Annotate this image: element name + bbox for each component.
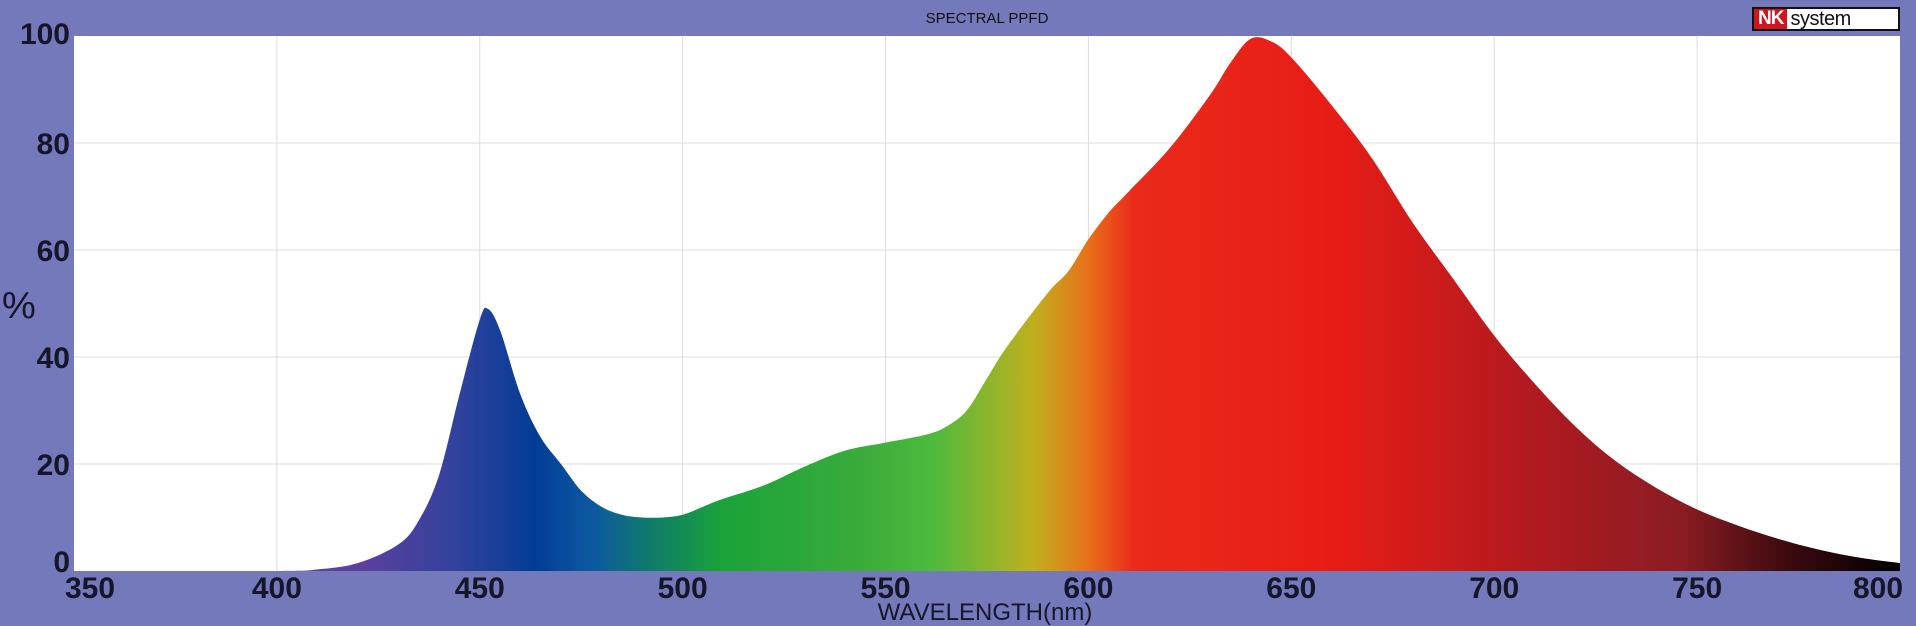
x-tick-label-550: 550	[861, 572, 911, 605]
x-tick-label-600: 600	[1063, 572, 1113, 605]
y-axis-ticks: 0 20 40 60 80 100	[20, 18, 70, 579]
y-tick-label-0: 0	[53, 546, 70, 579]
x-tick-label-800: 800	[1853, 572, 1903, 605]
x-tick-label-500: 500	[658, 572, 708, 605]
nk-system-logo: NK system	[1752, 7, 1900, 31]
y-axis-label: %	[2, 285, 36, 327]
y-tick-label-40: 40	[37, 342, 70, 375]
x-tick-label-350: 350	[65, 572, 115, 605]
x-tick-label-700: 700	[1469, 572, 1519, 605]
series-spectrum-area	[74, 37, 1900, 572]
x-tick-label-400: 400	[252, 572, 302, 605]
x-axis-label: WAVELENGTH(nm)	[878, 599, 1093, 626]
logo-brand: NK	[1754, 9, 1788, 29]
y-tick-label-60: 60	[37, 235, 70, 268]
y-tick-label-80: 80	[37, 128, 70, 161]
logo-suffix: system	[1790, 8, 1851, 30]
x-tick-label-450: 450	[455, 572, 505, 605]
x-axis-ticks: 350 400 450 500 550 600 650 700 750 800	[65, 572, 1903, 605]
y-tick-label-100: 100	[20, 18, 70, 51]
chart-title: SPECTRAL PPFD	[926, 10, 1049, 27]
x-tick-label-750: 750	[1672, 572, 1722, 605]
x-tick-label-650: 650	[1266, 572, 1316, 605]
grid	[74, 36, 1900, 571]
y-tick-label-20: 20	[37, 449, 70, 482]
